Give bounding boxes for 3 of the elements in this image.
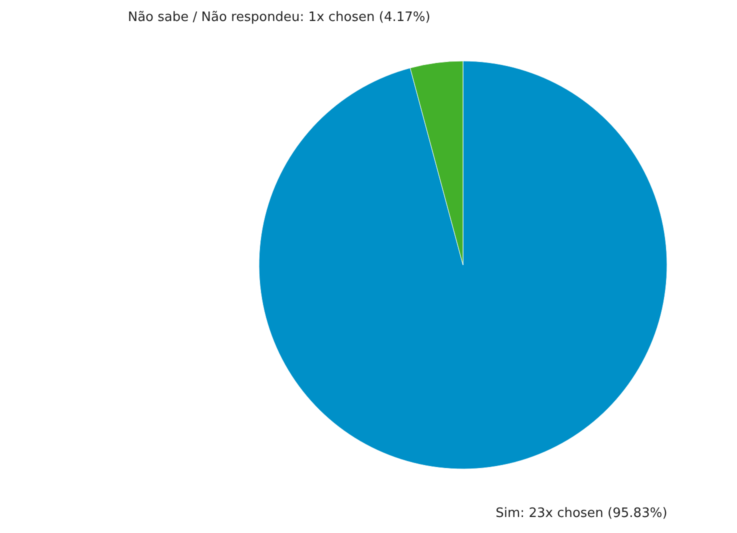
pie-slice: [258, 60, 668, 469]
slice-label: Sim: 23x chosen (95.83%): [496, 506, 668, 521]
slice-label: Não sabe / Não respondeu: 1x chosen (4.17%): [128, 10, 430, 26]
